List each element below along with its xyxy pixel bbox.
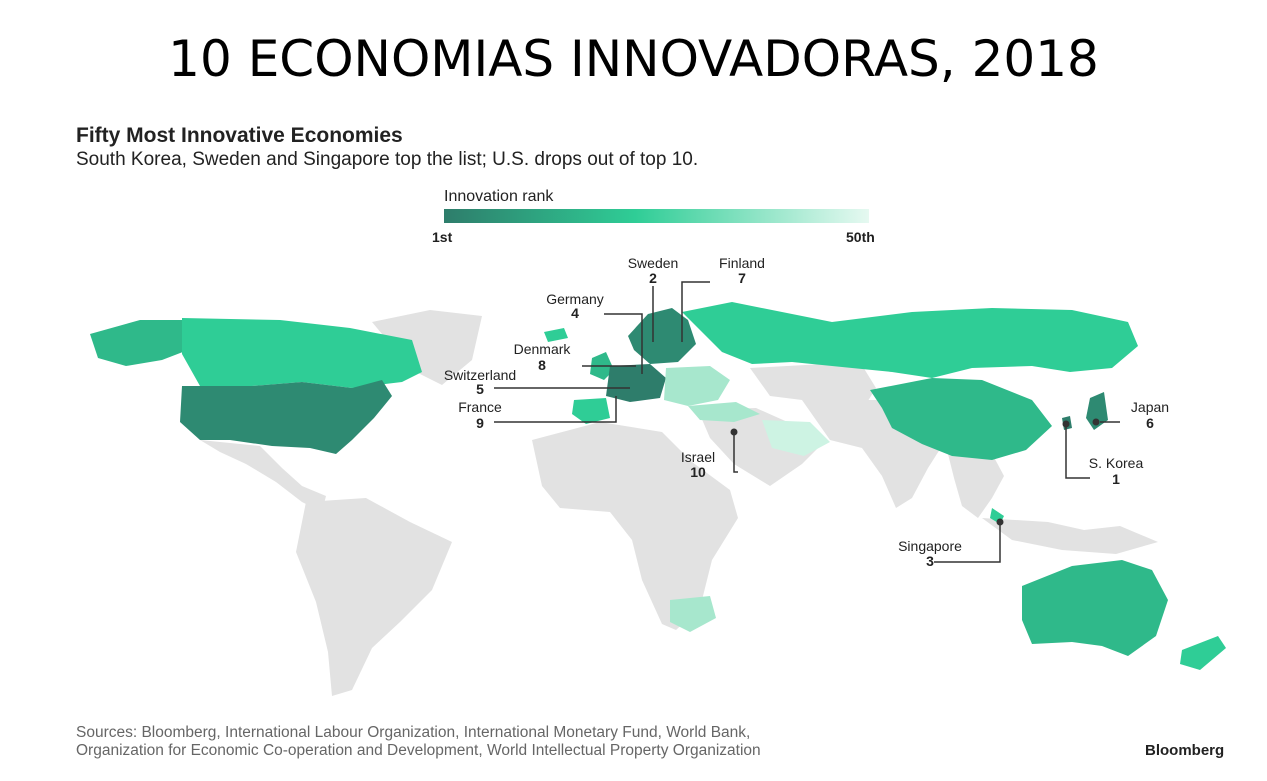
africa-shape: [532, 422, 738, 630]
new-zealand-shape: [1180, 636, 1226, 670]
label-denmark-rank: 8: [538, 357, 546, 373]
label-switzerland-rank: 5: [476, 381, 484, 397]
callout-france-line: [494, 396, 617, 423]
bloomberg-logo: Bloomberg: [1145, 742, 1225, 759]
slide-title: 10 ECONOMIAS INNOVADORAS, 2018: [168, 30, 1099, 88]
south-africa-shape: [670, 596, 716, 632]
alaska-shape: [90, 320, 188, 366]
legend-max-label: 50th: [846, 229, 875, 245]
callout-korea-dot: [1062, 420, 1070, 428]
iberia-shape: [572, 398, 610, 424]
callout-lines: [494, 281, 1120, 563]
scandinavia-shape: [628, 308, 696, 364]
australia-shape: [1022, 560, 1168, 656]
label-singapore-rank: 3: [926, 553, 934, 569]
label-singapore-name: Singapore: [898, 538, 962, 554]
turkey-shape: [688, 402, 760, 422]
label-france-name: France: [458, 399, 502, 415]
label-finland-rank: 7: [738, 270, 746, 286]
chart-title: Fifty Most Innovative Economies: [76, 124, 403, 147]
indonesia-shape: [982, 518, 1158, 554]
legend-gradient-bar: [444, 209, 869, 223]
sources-note: Sources: Bloomberg, International Labour…: [76, 724, 761, 760]
callout-singapore-dot: [996, 518, 1004, 526]
label-korea-rank: 1: [1112, 471, 1120, 487]
chart-subtitle: South Korea, Sweden and Singapore top th…: [76, 149, 699, 170]
callout-japan-dot: [1092, 418, 1100, 426]
callout-finland-line: [681, 281, 710, 342]
japan-shape: [1086, 392, 1108, 430]
usa-shape: [180, 380, 392, 454]
label-finland-name: Finland: [719, 255, 765, 271]
iceland-shape: [544, 328, 568, 342]
world-map: Sweden 2 Finland 7 Germany 4 Denmark 8 S…: [90, 255, 1226, 696]
label-sweden-name: Sweden: [628, 255, 679, 271]
callout-israel-dot: [730, 428, 738, 436]
label-israel-rank: 10: [690, 464, 706, 480]
saudi-arabia-shape: [762, 420, 830, 456]
label-germany-name: Germany: [546, 291, 604, 307]
callout-korea-line: [1065, 424, 1090, 479]
label-korea-name: S. Korea: [1089, 455, 1144, 471]
callout-singapore-line: [934, 522, 1001, 563]
greenland-shape: [372, 310, 482, 385]
eastern-europe-shape: [664, 366, 730, 406]
china-shape: [870, 378, 1052, 460]
callout-israel-line: [733, 432, 738, 473]
label-sweden-rank: 2: [649, 270, 657, 286]
western-europe-shape: [606, 364, 666, 402]
label-israel-name: Israel: [681, 449, 715, 465]
canada-shape: [182, 318, 422, 388]
label-france-rank: 9: [476, 415, 484, 431]
label-denmark-name: Denmark: [514, 341, 572, 357]
callout-dots: [730, 418, 1100, 526]
southeast-asia-shape: [946, 446, 1004, 518]
label-switzerland-name: Switzerland: [444, 367, 516, 383]
label-japan-rank: 6: [1146, 415, 1154, 431]
mexico-central-america-shape: [200, 440, 326, 512]
label-japan-name: Japan: [1131, 399, 1169, 415]
sources-line-2: Organization for Economic Co-operation a…: [76, 742, 761, 759]
label-germany-rank: 4: [571, 305, 579, 321]
south-america-shape: [296, 498, 452, 696]
legend-min-label: 1st: [432, 229, 453, 245]
central-asia-shape: [750, 362, 876, 404]
sources-line-1: Sources: Bloomberg, International Labour…: [76, 724, 751, 741]
russia-shape: [682, 302, 1138, 378]
callout-labels: Sweden 2 Finland 7 Germany 4 Denmark 8 S…: [444, 255, 1169, 569]
callout-germany-line: [604, 313, 643, 374]
ranked-economies: [90, 302, 1226, 670]
legend-title: Innovation rank: [444, 188, 554, 205]
